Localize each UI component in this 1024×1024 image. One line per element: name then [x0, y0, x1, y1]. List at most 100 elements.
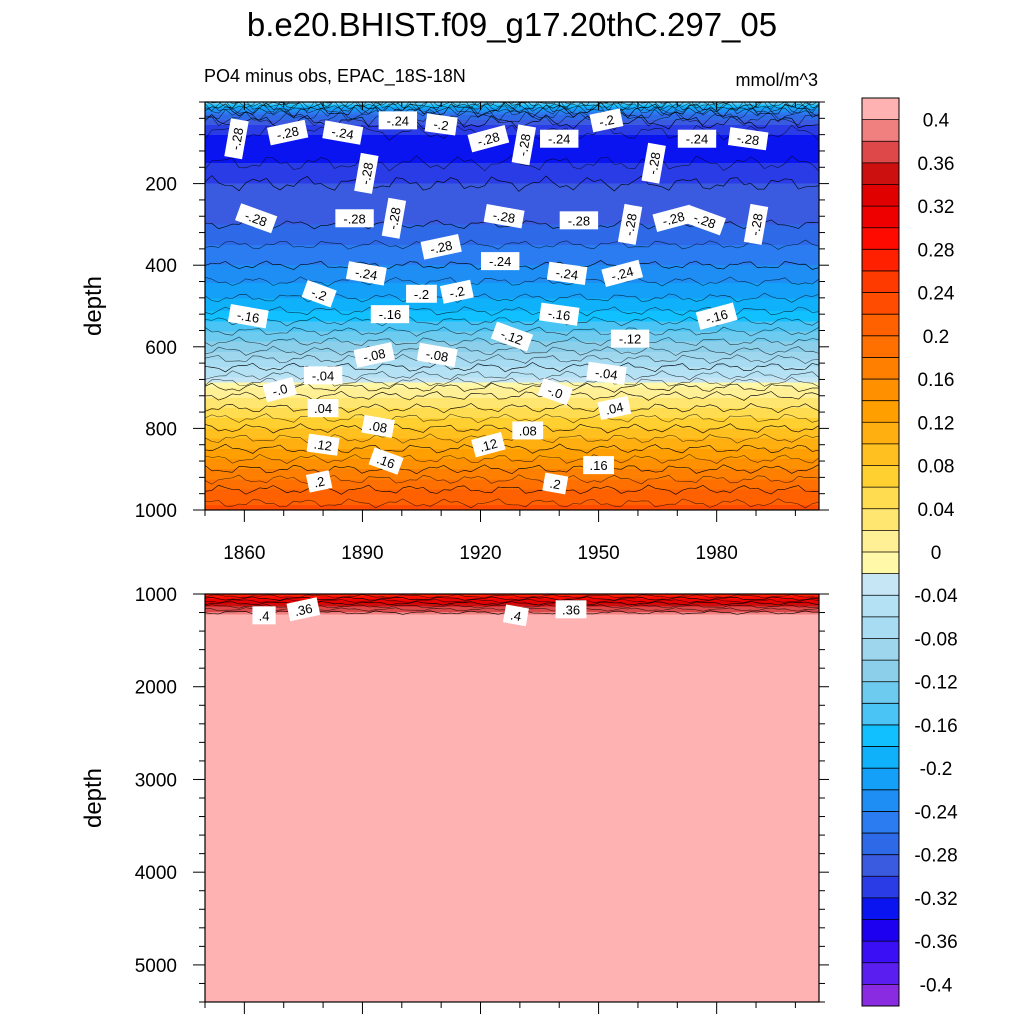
- upper-plot-frame: [204, 101, 820, 511]
- colorbar-swatch: [862, 184, 899, 207]
- contour-label: -.08: [353, 342, 395, 368]
- contour-label-box: [305, 470, 333, 493]
- colorbar-label: 0.4: [923, 111, 950, 132]
- contour-label-box: [480, 252, 520, 271]
- contour-label: -.28: [381, 197, 407, 239]
- contour-label-text: -.28: [568, 213, 590, 228]
- contour-label-box: [512, 421, 544, 440]
- colorbar-swatch: [862, 681, 899, 704]
- contour-label: -.28: [641, 142, 666, 184]
- contour-label: -.16: [227, 304, 269, 329]
- colorbar-swatch: [862, 357, 899, 380]
- colorbar-label: 0.16: [918, 370, 955, 391]
- contour-label: -.24: [345, 261, 387, 286]
- contour-label: .12: [471, 432, 506, 458]
- colorbar-label: -0.4: [920, 975, 953, 996]
- y-tick-label: 200: [145, 175, 177, 196]
- contour-label-text: -.16: [236, 307, 261, 326]
- colorbar-swatch: [862, 789, 899, 812]
- colorbar-label: -0.28: [914, 846, 957, 867]
- contour-label: -.2: [439, 279, 474, 304]
- colorbar-label: 0: [931, 543, 942, 564]
- colorbar-swatch: [862, 703, 899, 726]
- contour-label-text: -.0: [271, 381, 290, 399]
- colorbar-swatch: [862, 833, 899, 856]
- contour-label-box: [542, 472, 569, 495]
- contour-label: -.28: [335, 209, 374, 228]
- contour-label-box: [677, 129, 717, 148]
- colorbar-swatch: [862, 270, 899, 294]
- contour-label: .2: [542, 472, 569, 495]
- contour-label: .04: [307, 399, 339, 417]
- contour-line: [205, 453, 819, 464]
- contour-label-text: -.2: [433, 116, 450, 133]
- colorbar-swatch: [862, 768, 899, 791]
- colorbar-swatch: [862, 616, 899, 639]
- contour-label-box: [555, 600, 587, 619]
- contour-label: -.24: [322, 120, 364, 145]
- contour-line: [205, 594, 819, 599]
- colorbar-label: 0.12: [918, 413, 955, 434]
- colorbar-swatch: [862, 443, 899, 467]
- contour-label: .36: [286, 597, 321, 622]
- contour-line: [205, 498, 819, 509]
- colorbar-swatch: [862, 854, 899, 877]
- colorbar-swatch: [862, 422, 899, 445]
- contour-line: [205, 292, 819, 303]
- contour-label: -.2: [589, 108, 624, 133]
- contour-line: [205, 102, 819, 119]
- contour-label-box: [416, 342, 458, 368]
- contour-label-box: [727, 127, 769, 151]
- contour-label: .12: [306, 433, 340, 456]
- contour-label-box: [420, 234, 462, 260]
- contour-line: [205, 316, 819, 327]
- colorbar-swatch: [862, 919, 899, 942]
- contour-label-text: -.2: [598, 112, 616, 130]
- colorbar-label: 0.08: [918, 457, 955, 478]
- colorbar-swatch: [862, 249, 899, 272]
- units-label: mmol/m^3: [736, 70, 818, 90]
- contour-label: -.24: [601, 259, 644, 288]
- colorbar-label: -0.16: [914, 716, 957, 737]
- contour-label-text: .36: [562, 602, 580, 617]
- contour-label-text: -.28: [645, 151, 664, 176]
- contour-label: -.0: [262, 376, 297, 403]
- contour-label: .2: [305, 470, 333, 493]
- y-tick-label: 5000: [135, 956, 177, 977]
- colorbar-label: 0.28: [918, 240, 955, 261]
- contour-label-text: .4: [509, 607, 522, 624]
- x-tick-label: 1860: [223, 543, 265, 564]
- colorbar-label: -0.12: [914, 673, 957, 694]
- contour-label-text: .4: [259, 608, 270, 623]
- contour-label-text: -.08: [362, 346, 387, 365]
- colorbar-frame: [861, 97, 900, 1007]
- contour-label-box: [743, 203, 769, 245]
- contour-label: -.28: [483, 204, 525, 229]
- contour-label-box: [601, 259, 644, 288]
- lower-axis-ticks: 1000 2000 3000 4000 5000: [135, 585, 829, 1014]
- lower-panel: .4 .36 .4 .36 1000 2000 3000 4000 5000 depth: [80, 585, 829, 1014]
- contour-line: [205, 403, 819, 414]
- contour-label: -.2: [301, 280, 337, 308]
- colorbar-swatch: [862, 119, 899, 142]
- contour-label: -.08: [416, 342, 458, 368]
- x-tick-label: 1890: [341, 543, 383, 564]
- contour-label-box: [424, 113, 458, 136]
- contour-label-box: [683, 205, 726, 236]
- colorbar-swatch: [862, 573, 899, 596]
- y-tick-label: 600: [145, 338, 177, 359]
- contour-label-box: [307, 399, 339, 417]
- colorbar-swatch: [862, 941, 899, 964]
- contour-label-text: -.04: [312, 368, 334, 383]
- contour-label-text: -.28: [621, 212, 640, 237]
- colorbar-swatch: [862, 314, 899, 337]
- contour-label-text: .2: [312, 473, 326, 490]
- contour-label-text: -.28: [515, 133, 534, 158]
- contour-line: [205, 155, 819, 172]
- contour-label-box: [641, 142, 666, 184]
- contour-label-text: -.0: [545, 383, 564, 402]
- colorbar-swatch: [862, 227, 899, 250]
- y-tick-label: 400: [145, 256, 177, 277]
- contour-label: -.28: [224, 118, 249, 160]
- contour-label-text: -.28: [476, 129, 502, 149]
